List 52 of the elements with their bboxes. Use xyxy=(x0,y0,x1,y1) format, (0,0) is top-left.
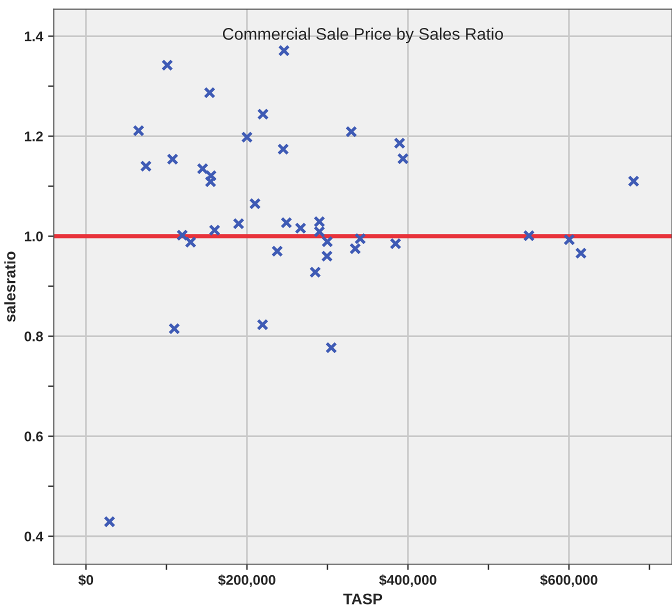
point xyxy=(321,250,333,262)
point xyxy=(575,247,587,260)
point xyxy=(205,170,217,182)
x-tick-label: $400,000 xyxy=(379,574,436,587)
y-tick-label: 0.6 xyxy=(24,432,43,442)
point xyxy=(277,143,290,156)
text: Commercial Sale Price by Sales Ratio xyxy=(222,28,503,44)
x-tick-label: $200,000 xyxy=(218,574,276,587)
point xyxy=(104,516,116,528)
point xyxy=(523,230,535,242)
point xyxy=(280,216,292,229)
point xyxy=(249,198,261,210)
point xyxy=(628,175,640,188)
y-axis-title: salesratio xyxy=(4,252,16,322)
point xyxy=(294,222,306,234)
x-axis-title: TASP xyxy=(343,594,382,604)
point xyxy=(166,153,178,166)
point xyxy=(204,86,216,99)
point xyxy=(354,232,366,245)
point xyxy=(325,342,338,354)
point xyxy=(309,266,322,278)
point xyxy=(345,126,358,138)
point xyxy=(161,59,174,72)
x-tick-label: $0 xyxy=(78,574,94,586)
point xyxy=(397,152,409,165)
point xyxy=(563,234,576,246)
point xyxy=(313,216,326,228)
point xyxy=(140,160,152,172)
y-tick-label: 1.4 xyxy=(24,32,44,42)
point xyxy=(204,176,216,188)
point xyxy=(257,108,269,120)
point xyxy=(241,131,253,144)
point xyxy=(278,44,290,57)
point xyxy=(196,162,209,175)
point xyxy=(132,124,145,137)
point xyxy=(232,218,245,230)
point xyxy=(176,229,188,242)
point xyxy=(349,242,362,255)
x-tick-label: $600,000 xyxy=(540,574,598,587)
point xyxy=(390,238,402,250)
point xyxy=(184,236,197,248)
point xyxy=(321,236,334,248)
y-tick-label: 0.4 xyxy=(24,532,44,542)
point xyxy=(168,322,180,335)
y-tick-label: 1.2 xyxy=(24,132,43,142)
point xyxy=(256,318,268,331)
point xyxy=(271,245,284,258)
point xyxy=(394,137,406,150)
point xyxy=(313,226,326,238)
point xyxy=(208,224,221,236)
y-tick-label: 1.0 xyxy=(24,232,43,242)
y-tick-label: 0.8 xyxy=(24,332,43,342)
